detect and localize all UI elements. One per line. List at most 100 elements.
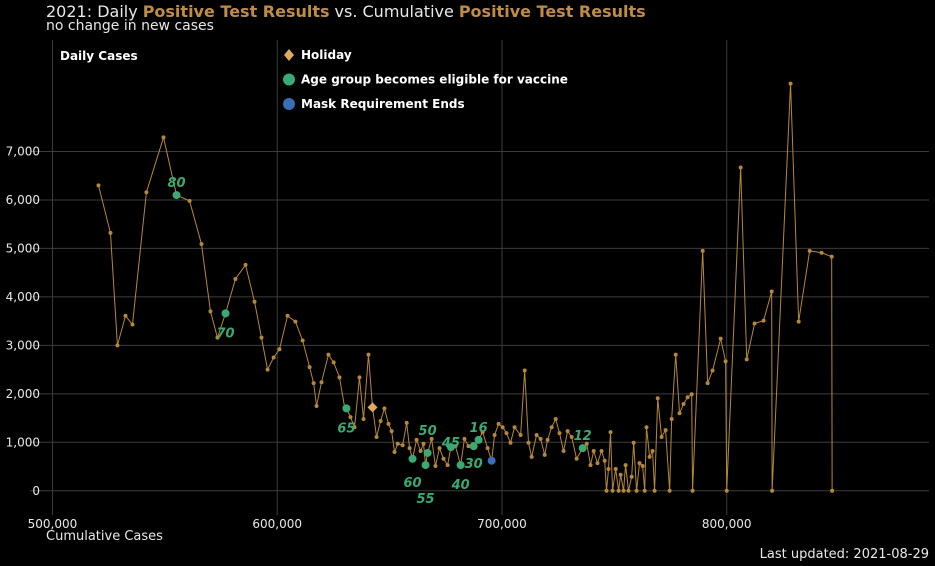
data-point: [187, 198, 192, 203]
data-point: [655, 396, 660, 401]
data-point: [690, 488, 695, 493]
data-point: [770, 488, 775, 493]
data-point: [685, 395, 690, 400]
data-point: [115, 343, 120, 348]
legend-symbol: [284, 49, 294, 61]
data-point: [631, 440, 636, 445]
x-axis-label: Cumulative Cases: [46, 529, 163, 544]
legend-label: Mask Requirement Ends: [301, 97, 465, 111]
y-tick-label: 6,000: [6, 193, 40, 207]
data-point: [569, 434, 574, 439]
data-point: [418, 449, 423, 454]
event-marker: [456, 461, 465, 470]
data-point: [595, 461, 600, 466]
event-marker: [423, 448, 432, 457]
data-point: [629, 474, 634, 479]
data-point: [314, 403, 319, 408]
data-point: [667, 488, 672, 493]
data-point: [526, 440, 531, 445]
title-part: Positive Test Results: [459, 2, 646, 21]
point-label: 80: [167, 176, 185, 191]
data-point: [584, 441, 589, 446]
data-point: [557, 431, 562, 436]
data-point: [626, 488, 631, 493]
y-tick-label: 3,000: [6, 338, 40, 352]
data-point: [445, 463, 450, 468]
data-point: [326, 352, 331, 357]
data-point: [677, 411, 682, 416]
data-point: [681, 402, 686, 407]
data-point: [752, 321, 757, 326]
data-point: [613, 466, 618, 471]
data-point: [616, 488, 621, 493]
data-point: [480, 430, 485, 435]
data-point: [144, 190, 149, 195]
event-marker: [487, 456, 496, 465]
data-point: [819, 250, 824, 255]
data-point: [277, 347, 282, 352]
data-point: [640, 464, 645, 469]
y-tick-label: 2,000: [6, 387, 40, 401]
data-point: [337, 375, 342, 380]
data-point: [208, 309, 213, 314]
point-label: 30: [465, 457, 483, 472]
data-point: [441, 456, 446, 461]
data-point: [361, 417, 366, 422]
data-point: [723, 359, 728, 364]
title-part: vs. Cumulative: [335, 2, 454, 21]
data-point: [414, 437, 419, 442]
data-point: [307, 365, 312, 370]
data-point: [522, 368, 527, 373]
data-point: [606, 466, 611, 471]
data-point: [669, 417, 674, 422]
data-point: [271, 355, 276, 360]
title-part: Positive Test Results: [143, 2, 330, 21]
data-point: [285, 313, 290, 318]
data-point: [311, 381, 316, 386]
data-point: [265, 367, 270, 372]
data-point: [259, 335, 264, 340]
data-point: [618, 472, 623, 477]
point-label: 16: [470, 421, 488, 436]
data-point: [108, 230, 113, 235]
data-point: [319, 380, 324, 385]
data-point: [718, 336, 723, 341]
data-point: [538, 436, 543, 441]
data-point: [252, 299, 257, 304]
data-point: [604, 488, 609, 493]
data-point: [492, 433, 497, 438]
data-point: [96, 183, 101, 188]
data-point: [395, 441, 400, 446]
data-point: [647, 454, 652, 459]
data-point: [637, 461, 642, 466]
data-point: [710, 368, 715, 373]
data-point: [738, 165, 743, 170]
data-point: [352, 425, 357, 430]
data-point: [357, 375, 362, 380]
point-label: 60: [403, 476, 421, 491]
data-point: [382, 406, 387, 411]
data-point: [199, 242, 204, 247]
data-point: [588, 463, 593, 468]
x-tick-label: 700,000: [477, 517, 527, 531]
data-point: [689, 392, 694, 397]
data-point: [496, 421, 501, 426]
data-point: [542, 452, 547, 457]
data-point: [123, 313, 128, 318]
data-point: [500, 425, 505, 430]
data-point: [389, 429, 394, 434]
event-marker: [342, 404, 351, 413]
data-point: [466, 444, 471, 449]
series-line: [97, 83, 833, 491]
data-point: [610, 488, 615, 493]
data-point: [621, 488, 626, 493]
caption: Last updated: 2021-08-29: [760, 547, 929, 562]
event-marker: [408, 454, 417, 463]
data-point: [512, 425, 517, 430]
legend-label: Holiday: [301, 48, 352, 62]
data-point: [161, 135, 166, 140]
x-tick-label: 500,000: [28, 517, 78, 531]
data-point: [130, 322, 135, 327]
event-marker: [221, 309, 230, 318]
